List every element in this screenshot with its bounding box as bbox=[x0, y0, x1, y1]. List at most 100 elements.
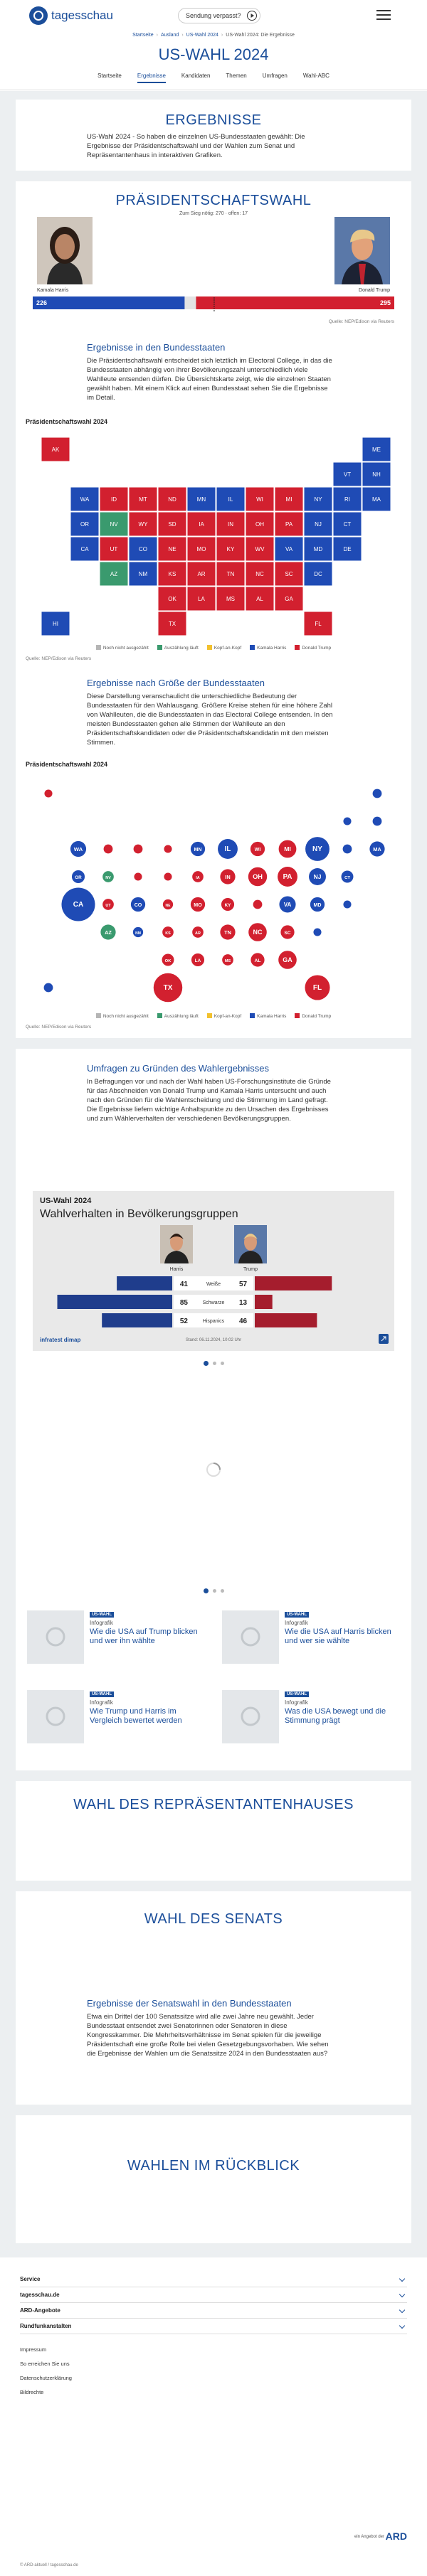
teaser-image[interactable] bbox=[222, 1690, 279, 1743]
state-tile[interactable] bbox=[157, 561, 187, 587]
state-tile[interactable] bbox=[99, 561, 129, 587]
footer-accordion[interactable]: ARD-Angebote bbox=[20, 2304, 407, 2319]
state-bubble[interactable] bbox=[102, 871, 114, 882]
footer-link[interactable]: So erreichen Sie uns bbox=[20, 2361, 70, 2367]
state-tile[interactable] bbox=[362, 461, 391, 487]
state-bubble[interactable] bbox=[162, 926, 174, 938]
state-bubble[interactable] bbox=[279, 896, 296, 913]
state-bubble[interactable] bbox=[153, 973, 183, 1003]
state-bubble[interactable] bbox=[191, 953, 205, 967]
state-tile[interactable] bbox=[303, 536, 333, 562]
dot[interactable] bbox=[212, 1589, 216, 1593]
state-tile[interactable] bbox=[274, 586, 304, 611]
state-tile[interactable] bbox=[99, 486, 129, 512]
state-bubble[interactable] bbox=[313, 928, 322, 936]
state-bubble[interactable] bbox=[103, 844, 113, 854]
state-tile[interactable] bbox=[274, 536, 304, 562]
dot[interactable] bbox=[203, 1361, 209, 1366]
breadcrumb-item[interactable]: Startseite bbox=[132, 33, 154, 38]
state-bubble[interactable] bbox=[162, 953, 174, 966]
dot[interactable] bbox=[212, 1362, 216, 1365]
state-bubble[interactable] bbox=[133, 844, 143, 854]
footer-link[interactable]: Impressum bbox=[20, 2346, 47, 2353]
state-bubble[interactable] bbox=[70, 840, 87, 857]
state-bubble[interactable] bbox=[305, 837, 330, 861]
state-tile[interactable] bbox=[245, 536, 275, 562]
state-tile[interactable] bbox=[99, 511, 129, 537]
missed-label[interactable]: Sendung verpasst? bbox=[186, 12, 241, 19]
state-tile[interactable] bbox=[41, 611, 70, 636]
state-bubble[interactable] bbox=[164, 872, 172, 881]
state-bubble[interactable] bbox=[305, 975, 330, 1000]
carousel-dots[interactable] bbox=[16, 1583, 411, 1596]
ard-logo[interactable]: ARD bbox=[385, 2530, 407, 2542]
state-bubble[interactable] bbox=[341, 870, 354, 883]
teaser[interactable]: US-WAHL Infografik Wie die USA auf Trump b… bbox=[27, 1610, 205, 1678]
state-tile[interactable] bbox=[157, 486, 187, 512]
state-bubble[interactable] bbox=[71, 870, 85, 884]
teaser[interactable]: US-WAHL Infografik Was die USA bewegt und … bbox=[222, 1690, 400, 1758]
breadcrumb-item[interactable]: US-Wahl 2024: Die Ergebnisse bbox=[226, 33, 295, 38]
state-bubble[interactable] bbox=[61, 887, 95, 921]
state-bubble[interactable] bbox=[132, 926, 144, 938]
state-tile[interactable] bbox=[332, 511, 362, 537]
state-tile[interactable] bbox=[216, 561, 246, 587]
dot[interactable] bbox=[220, 1589, 224, 1593]
logo-icon[interactable] bbox=[28, 6, 48, 26]
state-tile[interactable] bbox=[245, 511, 275, 537]
state-bubble[interactable] bbox=[309, 868, 326, 885]
infographic[interactable]: US-Wahl 2024 Wahlverhalten in Bevölkerun… bbox=[33, 1191, 394, 1351]
logo-text[interactable]: tagesschau bbox=[51, 9, 113, 22]
state-tile[interactable] bbox=[99, 536, 129, 562]
state-bubble[interactable] bbox=[343, 900, 352, 909]
state-tile[interactable] bbox=[303, 611, 333, 636]
state-tile[interactable] bbox=[216, 511, 246, 537]
state-tile[interactable] bbox=[186, 511, 216, 537]
teaser-image[interactable] bbox=[27, 1690, 84, 1743]
state-bubble[interactable] bbox=[253, 899, 263, 909]
state-tile[interactable] bbox=[128, 511, 158, 537]
nav-tab[interactable]: Startseite bbox=[97, 73, 122, 79]
dot[interactable] bbox=[203, 1588, 209, 1593]
state-bubble[interactable] bbox=[192, 926, 204, 938]
state-bubble[interactable] bbox=[343, 817, 352, 825]
state-tile[interactable] bbox=[70, 486, 100, 512]
state-bubble[interactable] bbox=[251, 953, 265, 967]
state-bubble[interactable] bbox=[342, 844, 352, 854]
nav-tab[interactable]: Wahl-ABC bbox=[302, 73, 330, 79]
state-tile[interactable] bbox=[303, 561, 333, 587]
teaser-title[interactable]: Wie die USA auf Harris blicken und wer s… bbox=[285, 1628, 391, 1645]
state-tile[interactable] bbox=[186, 486, 216, 512]
footer-accordion[interactable]: Service bbox=[20, 2272, 407, 2287]
state-tile[interactable] bbox=[128, 536, 158, 562]
state-tile[interactable] bbox=[303, 511, 333, 537]
teaser[interactable]: US-WAHL Infografik Wie die USA auf Harris … bbox=[222, 1610, 400, 1678]
state-bubble[interactable] bbox=[44, 789, 53, 798]
carousel-dots[interactable] bbox=[16, 1356, 411, 1369]
state-tile[interactable] bbox=[332, 536, 362, 562]
state-tile[interactable] bbox=[332, 461, 362, 487]
state-tile[interactable] bbox=[216, 536, 246, 562]
state-tile[interactable] bbox=[245, 586, 275, 611]
footer-link[interactable]: Bildrechte bbox=[20, 2389, 44, 2395]
state-tile[interactable] bbox=[70, 536, 100, 562]
state-tile[interactable] bbox=[128, 561, 158, 587]
state-bubble[interactable] bbox=[220, 924, 236, 940]
footer-accordion[interactable]: tagesschau.de bbox=[20, 2288, 407, 2303]
state-bubble[interactable] bbox=[220, 869, 236, 885]
state-bubble[interactable] bbox=[164, 845, 172, 853]
teaser[interactable]: US-WAHL Infografik Wie Trump und Harris im… bbox=[27, 1690, 205, 1758]
share-icon[interactable] bbox=[379, 1334, 389, 1344]
state-bubble[interactable] bbox=[130, 897, 146, 912]
dot[interactable] bbox=[220, 1362, 224, 1365]
state-tile[interactable] bbox=[274, 486, 304, 512]
state-tile[interactable] bbox=[157, 611, 187, 636]
state-tile[interactable] bbox=[186, 586, 216, 611]
state-tile[interactable] bbox=[362, 437, 391, 462]
teaser-title[interactable]: Was die USA bewegt und die Stimmung präg… bbox=[285, 1707, 386, 1725]
state-bubble[interactable] bbox=[278, 951, 297, 969]
state-tile[interactable] bbox=[216, 486, 246, 512]
state-bubble[interactable] bbox=[369, 841, 385, 857]
footer-accordion[interactable]: Rundfunkanstalten bbox=[20, 2319, 407, 2334]
nav-tab[interactable]: Umfragen bbox=[262, 73, 288, 79]
